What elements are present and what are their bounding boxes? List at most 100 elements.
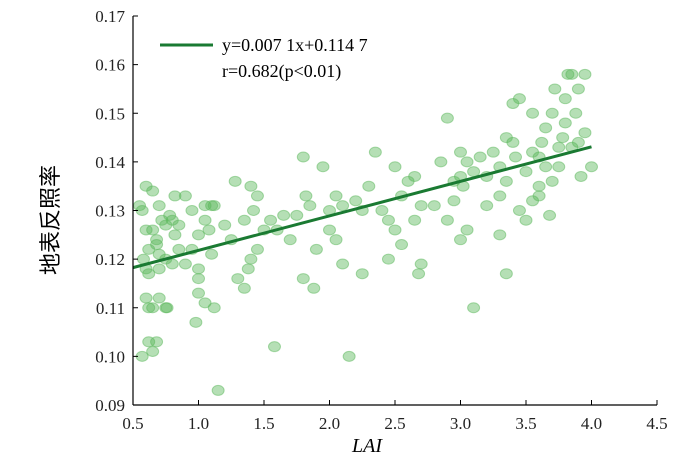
data-point [558, 117, 572, 129]
data-point [565, 68, 579, 80]
data-point [244, 180, 258, 192]
data-point [247, 205, 261, 216]
data-point [192, 273, 205, 285]
data-point [532, 190, 546, 202]
data-point [241, 263, 255, 275]
data-point [381, 214, 395, 226]
data-point [218, 219, 232, 231]
data-point [152, 292, 166, 304]
data-point [388, 161, 402, 173]
data-point [146, 302, 160, 314]
data-point [231, 273, 245, 285]
data-point [414, 258, 428, 270]
data-point [412, 268, 426, 280]
data-point [467, 302, 481, 314]
data-point [467, 166, 481, 178]
data-point [355, 268, 369, 280]
data-point [250, 243, 264, 255]
x-axis-label: LAI [351, 435, 383, 457]
legend-equation: y=0.007 1x+0.114 7 [222, 35, 368, 55]
data-point [150, 239, 164, 251]
data-point [408, 170, 422, 182]
data-point [519, 166, 533, 178]
data-point [237, 214, 251, 226]
data-point [440, 214, 454, 226]
data-point [512, 93, 526, 105]
data-point [493, 229, 507, 241]
data-point [139, 292, 153, 304]
data-point [185, 205, 199, 216]
data-point [578, 127, 592, 139]
y-tick-label: 0.10 [95, 347, 125, 366]
data-point [454, 234, 467, 246]
data-point [283, 234, 297, 246]
y-axis-label: 地表反照率 [39, 165, 64, 275]
data-point [264, 214, 278, 226]
x-tick-label: 1.0 [188, 414, 209, 433]
data-point [228, 175, 242, 187]
data-point [160, 302, 174, 314]
data-point [571, 83, 585, 95]
data-point [526, 107, 540, 119]
data-point [207, 200, 221, 212]
data-point [198, 214, 212, 226]
data-point [552, 141, 566, 153]
data-point [198, 297, 212, 309]
data-point [198, 200, 212, 212]
data-point [172, 219, 186, 231]
data-point [414, 200, 428, 212]
data-point [244, 253, 258, 265]
data-point [486, 146, 500, 158]
x-tick-label: 2.0 [319, 414, 340, 433]
data-point [545, 175, 559, 187]
data-point [440, 112, 454, 124]
data-point [585, 161, 598, 173]
data-point [561, 68, 575, 80]
data-point [552, 161, 566, 173]
data-point [202, 224, 216, 236]
legend-stats: r=0.682(p<0.01) [222, 61, 341, 82]
data-point [375, 205, 389, 216]
data-point [277, 209, 291, 221]
data-point [499, 268, 513, 280]
data-point [499, 175, 513, 187]
data-point [454, 146, 467, 158]
data-point [571, 136, 585, 148]
x-tick-label: 4.5 [646, 414, 667, 433]
data-point [578, 68, 592, 80]
x-tick-label: 3.5 [515, 414, 536, 433]
data-point [168, 190, 182, 202]
data-point [493, 190, 507, 202]
data-point [150, 336, 164, 348]
data-point [368, 146, 382, 158]
data-point [395, 239, 409, 251]
data-point [388, 224, 402, 236]
data-point [539, 122, 553, 134]
data-point [460, 156, 474, 168]
y-tick-label: 0.12 [95, 250, 125, 269]
data-point [211, 384, 225, 396]
data-point [574, 170, 588, 182]
legend: y=0.007 1x+0.114 7 r=0.682(p<0.01) [160, 35, 368, 82]
data-point [512, 205, 526, 216]
data-point [152, 263, 166, 275]
data-point [408, 214, 422, 226]
data-point [539, 161, 553, 173]
data-point [142, 268, 156, 280]
data-point [381, 253, 395, 265]
y-tick-label: 0.17 [95, 7, 125, 26]
data-point [434, 156, 448, 168]
data-point [267, 341, 281, 353]
data-point [323, 224, 336, 236]
data-point [165, 258, 179, 270]
y-tick-label: 0.15 [95, 104, 125, 123]
data-point [296, 273, 310, 285]
data-point [316, 161, 330, 173]
data-point [152, 200, 166, 212]
y-tick-label: 0.09 [95, 396, 125, 415]
data-point [309, 243, 323, 255]
data-point [146, 185, 160, 197]
data-point [427, 200, 441, 212]
data-point [192, 263, 205, 275]
